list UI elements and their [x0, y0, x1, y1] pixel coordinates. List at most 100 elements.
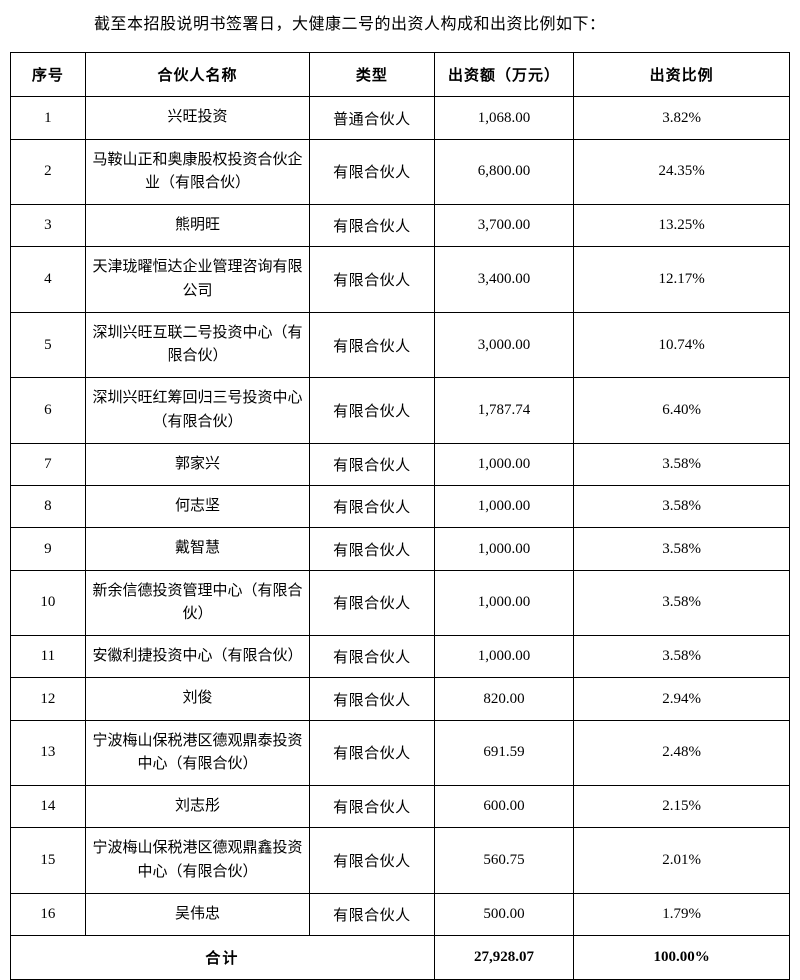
row-index: 15 [10, 827, 86, 894]
total-label: 合计 [10, 935, 435, 980]
partner-type: 有限合伙人 [309, 442, 435, 487]
partner-type: 有限合伙人 [309, 204, 435, 248]
partner-type: 有限合伙人 [309, 635, 435, 679]
ratio-cell: 13.25% [573, 204, 790, 248]
amount-cell: 3,000.00 [433, 311, 575, 379]
partners-table: 序号 合伙人名称 类型 出资额（万元） 出资比例 1 兴旺投资 普通合伙人 1,068… [10, 52, 790, 980]
table-row: 15 宁波梅山保税港区德观鼎鑫投资中心（有限合伙） 有限合伙人 560.75 2.01% [10, 827, 790, 894]
partner-type: 普通合伙人 [309, 96, 435, 140]
table-row: 12 刘俊 有限合伙人 820.00 2.94% [10, 677, 790, 721]
amount-cell: 6,800.00 [433, 138, 575, 206]
partner-type: 有限合伙人 [309, 719, 435, 787]
table-row: 5 深圳兴旺互联二号投资中心（有限合伙） 有限合伙人 3,000.00 10.74% [10, 311, 790, 379]
amount-cell: 1,068.00 [433, 96, 575, 140]
partner-name: 马鞍山正和奥康股权投资合伙企业（有限合伙） [84, 138, 311, 206]
row-index: 12 [10, 677, 86, 721]
partner-type: 有限合伙人 [309, 892, 435, 937]
partner-name: 刘俊 [84, 677, 311, 721]
ratio-cell: 2.94% [573, 677, 790, 721]
amount-cell: 1,000.00 [433, 527, 575, 571]
table-row: 11 安徽利捷投资中心（有限合伙） 有限合伙人 1,000.00 3.58% [10, 635, 790, 679]
amount-cell: 1,000.00 [433, 635, 575, 679]
ratio-cell: 10.74% [573, 311, 790, 379]
partner-name: 天津珑曜恒达企业管理咨询有限公司 [84, 246, 311, 313]
amount-cell: 3,700.00 [433, 204, 575, 248]
amount-cell: 600.00 [433, 785, 575, 829]
header-amount: 出资额（万元） [433, 52, 575, 98]
table-row: 2 马鞍山正和奥康股权投资合伙企业（有限合伙） 有限合伙人 6,800.00 24.35… [10, 138, 790, 206]
amount-cell: 1,787.74 [433, 377, 575, 444]
row-index: 14 [10, 785, 86, 829]
row-index: 5 [10, 311, 86, 379]
ratio-cell: 24.35% [573, 138, 790, 206]
table-row: 8 何志坚 有限合伙人 1,000.00 3.58% [10, 485, 790, 529]
ratio-cell: 2.01% [573, 827, 790, 894]
total-ratio: 100.00% [573, 935, 790, 980]
partner-name: 戴智慧 [84, 527, 311, 571]
total-row: 合计 27,928.07 100.00% [10, 935, 790, 980]
partner-name: 宁波梅山保税港区德观鼎鑫投资中心（有限合伙） [84, 827, 311, 894]
table-row: 10 新余信德投资管理中心（有限合伙） 有限合伙人 1,000.00 3.58% [10, 569, 790, 637]
partner-type: 有限合伙人 [309, 785, 435, 829]
row-index: 3 [10, 204, 86, 248]
table-row: 6 深圳兴旺红筹回归三号投资中心（有限合伙） 有限合伙人 1,787.74 6.40% [10, 377, 790, 444]
table-header: 序号 合伙人名称 类型 出资额（万元） 出资比例 [10, 52, 790, 98]
table-row: 16 吴伟忠 有限合伙人 500.00 1.79% [10, 892, 790, 937]
amount-cell: 3,400.00 [433, 246, 575, 313]
document-page: 截至本招股说明书签署日，大健康二号的出资人构成和出资比例如下： 序号 合伙人名称… [10, 16, 790, 980]
table-row: 1 兴旺投资 普通合伙人 1,068.00 3.82% [10, 96, 790, 140]
row-index: 9 [10, 527, 86, 571]
ratio-cell: 6.40% [573, 377, 790, 444]
partner-name: 吴伟忠 [84, 892, 311, 937]
partner-type: 有限合伙人 [309, 827, 435, 894]
total-amount: 27,928.07 [433, 935, 575, 980]
ratio-cell: 3.58% [573, 635, 790, 679]
partner-type: 有限合伙人 [309, 138, 435, 206]
header-no: 序号 [10, 52, 86, 98]
row-index: 7 [10, 442, 86, 487]
row-index: 13 [10, 719, 86, 787]
ratio-cell: 3.58% [573, 527, 790, 571]
partner-type: 有限合伙人 [309, 569, 435, 637]
row-index: 6 [10, 377, 86, 444]
header-name: 合伙人名称 [84, 52, 311, 98]
partner-name: 熊明旺 [84, 204, 311, 248]
partner-name: 刘志彤 [84, 785, 311, 829]
amount-cell: 1,000.00 [433, 442, 575, 487]
partner-type: 有限合伙人 [309, 377, 435, 444]
amount-cell: 500.00 [433, 892, 575, 937]
table-row: 7 郭家兴 有限合伙人 1,000.00 3.58% [10, 442, 790, 487]
intro-paragraph: 截至本招股说明书签署日，大健康二号的出资人构成和出资比例如下： [94, 16, 606, 33]
amount-cell: 560.75 [433, 827, 575, 894]
ratio-cell: 3.58% [573, 442, 790, 487]
ratio-cell: 2.48% [573, 719, 790, 787]
row-index: 10 [10, 569, 86, 637]
partner-name: 安徽利捷投资中心（有限合伙） [84, 635, 311, 679]
partner-type: 有限合伙人 [309, 527, 435, 571]
ratio-cell: 1.79% [573, 892, 790, 937]
partner-name: 深圳兴旺互联二号投资中心（有限合伙） [84, 311, 311, 379]
table-row: 3 熊明旺 有限合伙人 3,700.00 13.25% [10, 204, 790, 248]
header-type: 类型 [309, 52, 435, 98]
amount-cell: 1,000.00 [433, 569, 575, 637]
partner-name: 何志坚 [84, 485, 311, 529]
header-row: 序号 合伙人名称 类型 出资额（万元） 出资比例 [10, 52, 790, 98]
partner-name: 郭家兴 [84, 442, 311, 487]
row-index: 1 [10, 96, 86, 140]
row-index: 11 [10, 635, 86, 679]
row-index: 2 [10, 138, 86, 206]
row-index: 8 [10, 485, 86, 529]
ratio-cell: 12.17% [573, 246, 790, 313]
partner-type: 有限合伙人 [309, 246, 435, 313]
row-index: 4 [10, 246, 86, 313]
partner-name: 新余信德投资管理中心（有限合伙） [84, 569, 311, 637]
partner-type: 有限合伙人 [309, 485, 435, 529]
header-ratio: 出资比例 [573, 52, 790, 98]
table-footer: 合计 27,928.07 100.00% [10, 935, 790, 980]
table-body: 1 兴旺投资 普通合伙人 1,068.00 3.82% 2 马鞍山正和奥康股权投资合伙企业（… [10, 96, 790, 937]
partner-type: 有限合伙人 [309, 677, 435, 721]
ratio-cell: 3.58% [573, 569, 790, 637]
ratio-cell: 3.82% [573, 96, 790, 140]
partner-name: 兴旺投资 [84, 96, 311, 140]
row-index: 16 [10, 892, 86, 937]
